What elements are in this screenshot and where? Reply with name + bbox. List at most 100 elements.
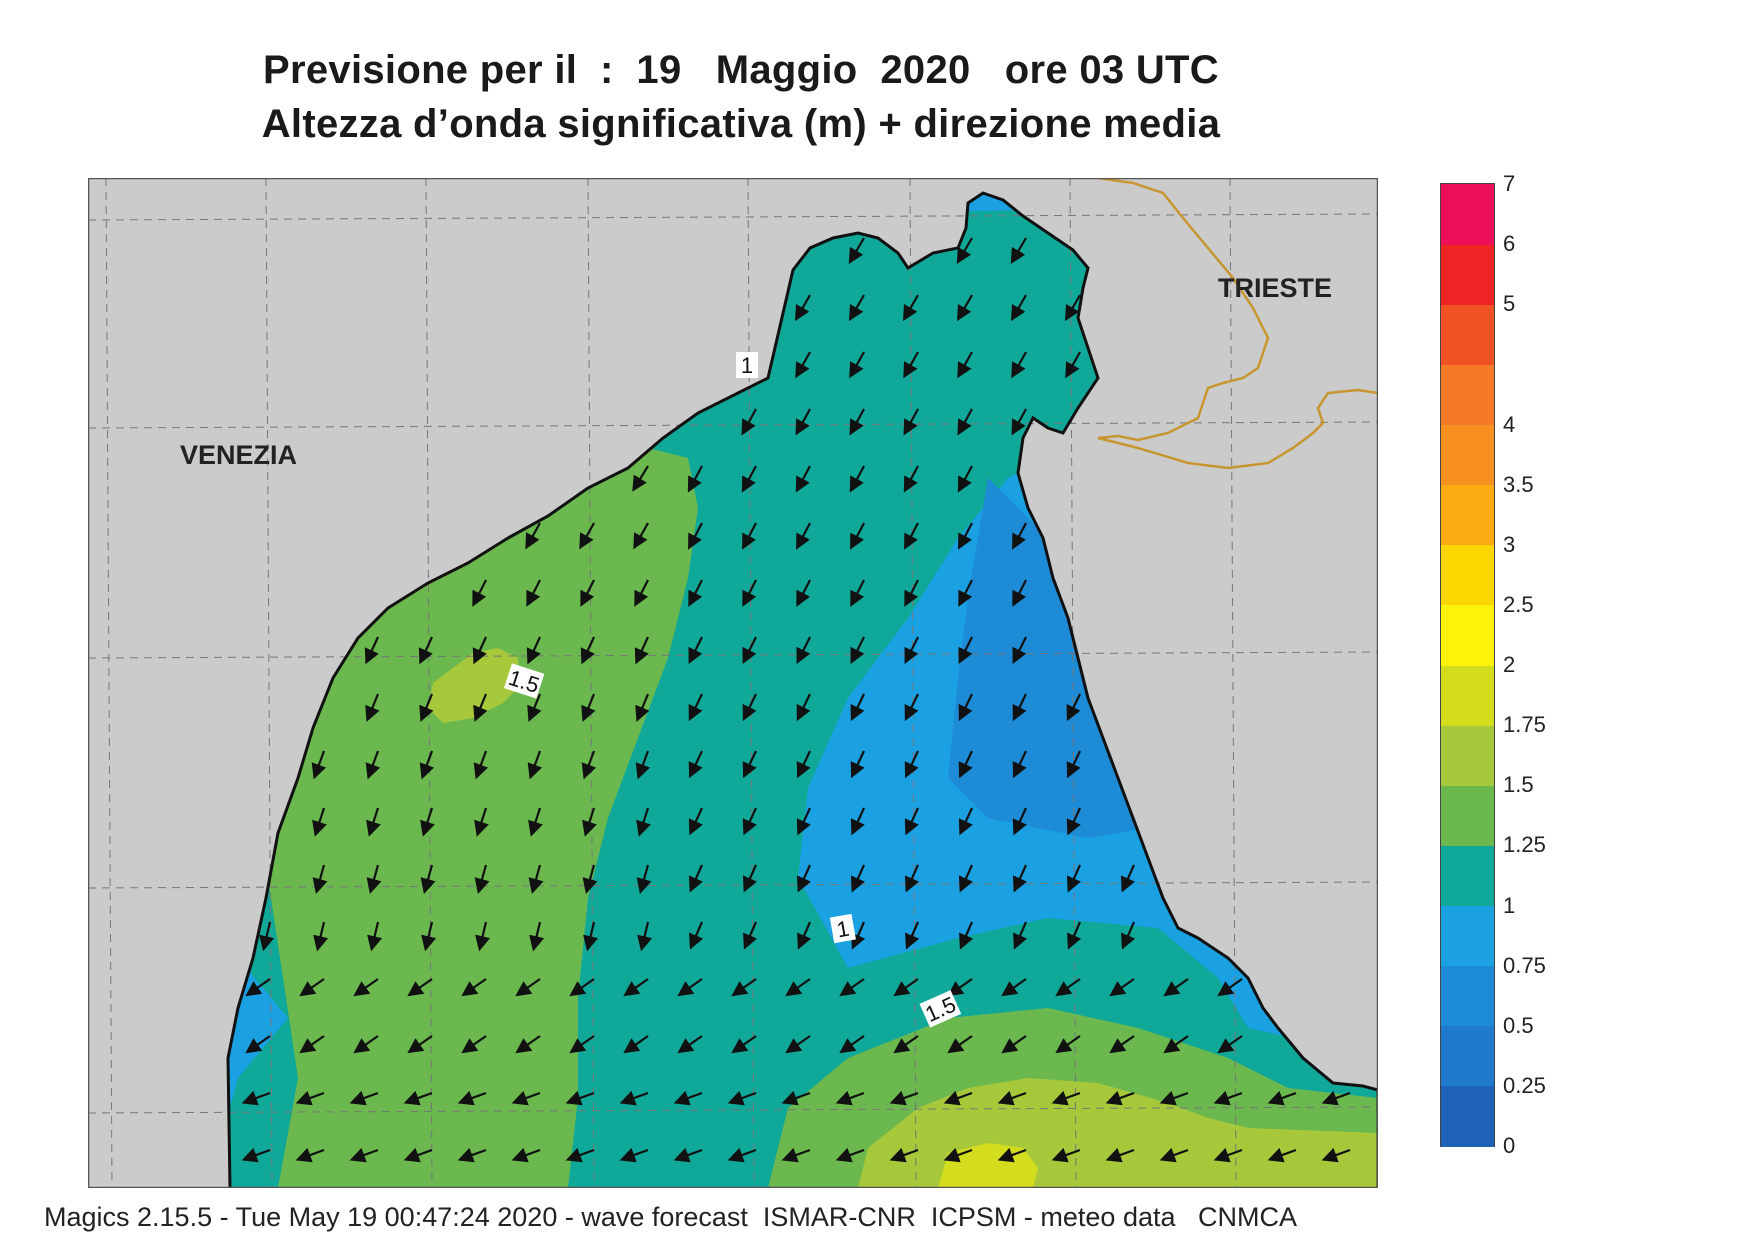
- wave-arrow: [904, 579, 919, 607]
- wave-arrow: [727, 1090, 757, 1106]
- wave-arrow: [419, 693, 434, 722]
- lat-lon-grid: [88, 178, 1378, 1188]
- city-label-trieste: TRIESTE: [1218, 273, 1333, 303]
- colorbar-tick-label: 1.5: [1503, 772, 1534, 798]
- wave-arrow: [1012, 864, 1028, 893]
- wave-arrow: [1109, 978, 1135, 997]
- wave-arrow: [850, 522, 865, 550]
- wave-arrow: [903, 351, 919, 379]
- meridian-line: [1229, 178, 1237, 1188]
- wave-arrow: [421, 921, 437, 952]
- wave-arrow: [634, 636, 649, 665]
- wave-arrow: [295, 1147, 325, 1163]
- wave-arrow: [796, 693, 811, 722]
- wave-arrow: [959, 921, 974, 950]
- wave-arrow: [1109, 1035, 1135, 1054]
- wave-arrow: [1013, 921, 1028, 950]
- colorbar-swatch: [1441, 1085, 1494, 1147]
- wave-arrow: [299, 978, 325, 997]
- wave-arrow: [569, 1035, 595, 1054]
- wave-arrow: [526, 579, 541, 607]
- wave-arrow: [731, 978, 757, 997]
- meridian-line: [265, 178, 273, 1188]
- wave-arrow: [511, 1090, 541, 1106]
- wave-arrow: [473, 750, 489, 780]
- wave-arrow: [997, 1147, 1027, 1163]
- wave-arrow: [785, 1035, 811, 1054]
- meridian-line: [105, 178, 113, 1188]
- wave-arrow: [474, 807, 489, 837]
- parallel-line: [88, 881, 1378, 889]
- wave-arrow: [957, 408, 973, 436]
- parallel-line: [88, 651, 1378, 659]
- colorbar-tick-label: 0.25: [1503, 1072, 1546, 1098]
- wave-arrow: [1066, 864, 1082, 893]
- wave-arrow: [1105, 1090, 1135, 1106]
- wave-arrow: [1055, 978, 1081, 997]
- wave-arrow: [515, 1035, 541, 1054]
- wave-arrow: [407, 978, 433, 997]
- wave-arrow: [742, 579, 757, 607]
- wave-arrow: [796, 750, 811, 779]
- wave-arrow: [904, 807, 919, 836]
- wave-arrow: [418, 636, 433, 665]
- wave-arrow: [461, 1035, 487, 1054]
- wave-arrow: [1163, 978, 1189, 997]
- wave-direction-arrows: [241, 237, 1351, 1163]
- colorbar-tick-label: 2.5: [1503, 591, 1534, 617]
- wave-arrow: [1012, 807, 1027, 836]
- wave-arrow: [957, 351, 973, 379]
- wave-arrow: [850, 807, 865, 836]
- wave-arrow: [1001, 1035, 1027, 1054]
- wave-arrow: [619, 1147, 649, 1163]
- wave-arrow: [1012, 522, 1027, 550]
- wave-arrow: [688, 750, 703, 779]
- wave-arrow: [958, 807, 973, 836]
- wave-arrow: [835, 1147, 865, 1163]
- wave-arrow: [349, 1147, 379, 1163]
- wave-arrow: [461, 978, 487, 997]
- map-frame: [88, 178, 1378, 1188]
- colorbar-tick-label: 0: [1503, 1133, 1516, 1158]
- wave-arrow: [525, 522, 541, 550]
- wave-arrow: [582, 864, 598, 895]
- wave-arrow: [850, 579, 865, 607]
- wave-arrow: [742, 807, 757, 836]
- colorbar-tick-label: 0.75: [1503, 952, 1546, 978]
- wave-arrow: [527, 693, 542, 722]
- wave-arrow: [741, 465, 757, 493]
- colorbar-swatch: [1441, 364, 1494, 425]
- wave-arrow: [742, 636, 757, 665]
- wave-arrow: [956, 237, 973, 265]
- wave-arrow: [956, 294, 973, 322]
- wave-arrow: [457, 1090, 487, 1106]
- wave-arrow: [313, 921, 329, 952]
- contour-label: 1: [736, 352, 758, 378]
- wave-arrow: [403, 1147, 433, 1163]
- wave-arrow: [743, 921, 758, 950]
- wave-arrow: [958, 693, 973, 722]
- colorbar-tick-label: 7: [1503, 171, 1516, 196]
- wave-arrow: [997, 1090, 1027, 1106]
- wave-arrow: [366, 864, 382, 895]
- wave-arrow: [1321, 1090, 1351, 1106]
- wave-arrow: [849, 408, 865, 436]
- wave-arrow: [850, 864, 866, 893]
- wave-arrow: [407, 1035, 433, 1054]
- wave-arrow: [958, 579, 973, 607]
- wave-arrow: [365, 693, 380, 722]
- wave-arrow: [741, 408, 757, 436]
- footer-credit: Magics 2.15.5 - Tue May 19 00:47:24 2020…: [44, 1202, 1297, 1232]
- wave-arrow: [943, 1147, 973, 1163]
- wave-arrow: [849, 465, 865, 493]
- meridian-line: [425, 178, 433, 1188]
- wave-arrow: [636, 807, 651, 837]
- wave-arrow: [1217, 978, 1243, 997]
- colorbar-tick-label: 1.25: [1503, 832, 1546, 858]
- wave-arrow: [1012, 579, 1027, 607]
- wave-arrow: [299, 1035, 325, 1054]
- wave-arrow: [1067, 921, 1082, 950]
- wave-arrow: [781, 1090, 811, 1106]
- colorbar-swatch: [1441, 244, 1494, 305]
- wave-arrow: [633, 522, 649, 550]
